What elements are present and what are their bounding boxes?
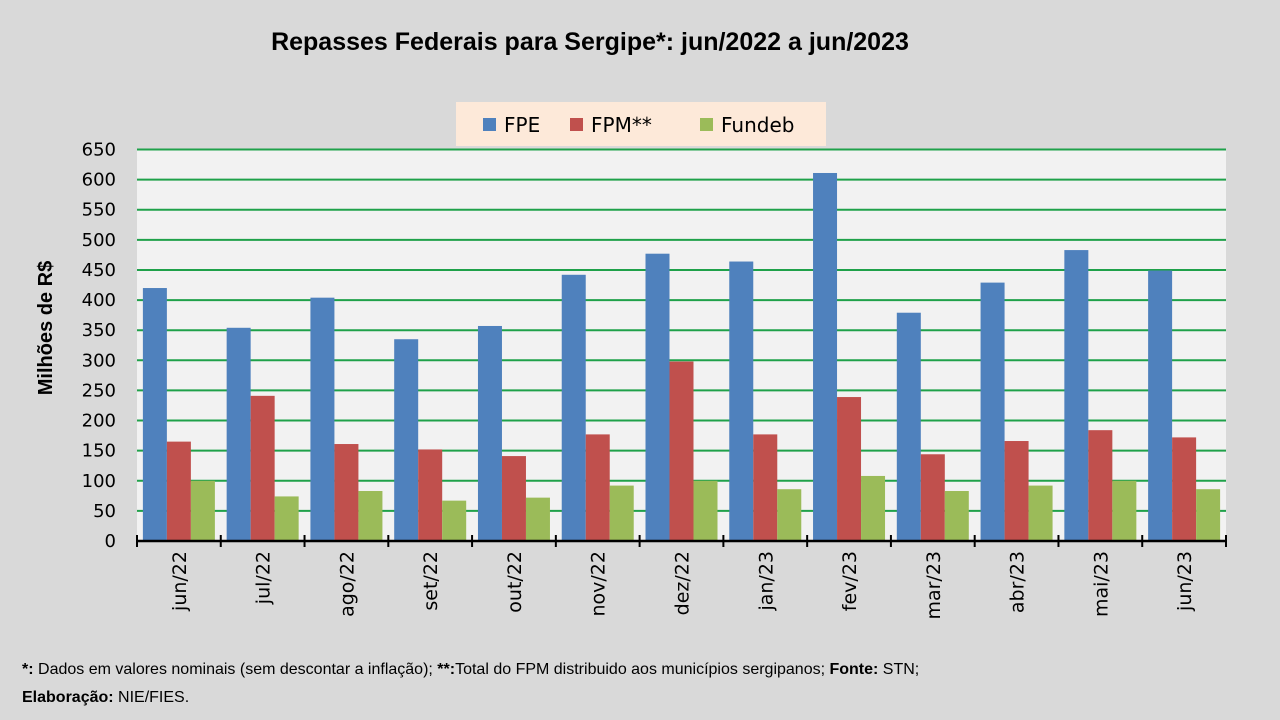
y-tick-label: 500 bbox=[82, 230, 116, 251]
y-tick-label: 550 bbox=[82, 200, 116, 221]
footnote-label: Elaboração: bbox=[22, 689, 114, 706]
bar-fpm-jun-23 bbox=[1172, 437, 1197, 541]
bar-fpe-mai-23 bbox=[1064, 250, 1089, 541]
y-tick-label: 450 bbox=[82, 260, 116, 281]
y-axis-tick-labels: 0 50 100 150 200 250 300 350 400 450 500 550 600 650 bbox=[82, 140, 116, 553]
bar-fpe-ago-22 bbox=[310, 297, 335, 541]
y-tick-label: 150 bbox=[82, 441, 116, 462]
y-tick-label: 100 bbox=[82, 471, 116, 492]
x-tick-label: ago/22 bbox=[336, 551, 358, 617]
bar-fpm-abr-23 bbox=[1004, 441, 1029, 541]
x-tick-label: jun/23 bbox=[1174, 551, 1196, 612]
bars bbox=[142, 172, 1221, 542]
bar-fpm-mai-23 bbox=[1088, 430, 1113, 541]
footnote: *: Dados em valores nominais (sem descon… bbox=[22, 656, 1262, 712]
bar-fpe-out-22 bbox=[477, 325, 502, 541]
bar-fpm-out-22 bbox=[501, 456, 526, 541]
bar-fpe-dez-22 bbox=[645, 253, 670, 542]
x-tick-label: abr/23 bbox=[1007, 551, 1029, 613]
bar-fpm-mar-23 bbox=[920, 454, 945, 541]
footnote-label: Fonte: bbox=[829, 661, 879, 678]
y-tick-label: 250 bbox=[82, 380, 116, 401]
x-tick-label: jun/22 bbox=[169, 551, 191, 612]
bar-fpe-abr-23 bbox=[980, 282, 1005, 541]
bar-fundeb-mai-23 bbox=[1112, 480, 1137, 541]
y-tick-label: 350 bbox=[82, 320, 116, 341]
bar-fundeb-jan-23 bbox=[777, 489, 802, 541]
bar-fpm-dez-22 bbox=[669, 361, 694, 541]
bar-fundeb-ago-22 bbox=[358, 491, 383, 541]
footnote-label: **: bbox=[437, 661, 456, 678]
y-tick-label: 200 bbox=[82, 411, 116, 432]
bar-fundeb-dez-22 bbox=[693, 480, 718, 541]
footnote-text: Total do FPM distribuido aos municípios … bbox=[455, 661, 830, 678]
legend-swatch-fpe bbox=[483, 118, 496, 131]
bar-fpm-jul-22 bbox=[250, 395, 275, 541]
bar-fpe-fev-23 bbox=[813, 172, 838, 542]
legend-box bbox=[456, 102, 826, 146]
x-tick-label: jul/22 bbox=[253, 551, 275, 605]
x-tick-label: out/22 bbox=[504, 551, 526, 613]
bar-chart: 050100150200250300350400450500550600650 … bbox=[35, 102, 1227, 620]
bar-fpe-mar-23 bbox=[896, 312, 921, 541]
bar-fpe-jul-22 bbox=[226, 327, 251, 541]
y-tick-label: 650 bbox=[82, 140, 116, 161]
bar-fundeb-mar-23 bbox=[944, 491, 969, 541]
bar-fpm-nov-22 bbox=[585, 434, 610, 541]
bar-fpe-jun-23 bbox=[1148, 270, 1173, 541]
bar-fundeb-nov-22 bbox=[609, 485, 634, 541]
footnote-label: *: bbox=[22, 661, 34, 678]
y-tick-label: 400 bbox=[82, 290, 116, 311]
bar-fundeb-set-22 bbox=[442, 500, 467, 541]
chart-title: Repasses Federais para Sergipe*: jun/202… bbox=[271, 28, 909, 56]
x-tick-label: mar/23 bbox=[923, 551, 945, 620]
footnote-line-1: *: Dados em valores nominais (sem descon… bbox=[22, 656, 1262, 684]
x-tick-label: mai/23 bbox=[1090, 551, 1112, 617]
y-tick-label: 300 bbox=[82, 350, 116, 371]
bar-fpm-ago-22 bbox=[334, 444, 359, 541]
bar-fundeb-jun-22 bbox=[190, 480, 215, 541]
bar-fundeb-jun-23 bbox=[1196, 489, 1221, 541]
bar-fpm-jun-22 bbox=[166, 441, 191, 541]
legend: FPE FPM** Fundeb bbox=[456, 102, 826, 146]
y-tick-label: 50 bbox=[93, 501, 116, 522]
y-tick-label: 0 bbox=[105, 531, 116, 552]
y-tick-label: 600 bbox=[82, 170, 116, 191]
footnote-text: NIE/FIES. bbox=[113, 689, 190, 706]
x-tick-label: fev/23 bbox=[839, 551, 861, 611]
x-axis-tick-labels: jun/22 jul/22 ago/22 set/22 out/22 nov/22 dez/… bbox=[169, 551, 1196, 620]
bar-fundeb-jul-22 bbox=[274, 496, 299, 541]
bar-fpm-jan-23 bbox=[753, 434, 778, 541]
bar-fpm-fev-23 bbox=[837, 397, 862, 541]
bar-fpe-nov-22 bbox=[561, 274, 586, 541]
x-tick-label: nov/22 bbox=[588, 551, 610, 617]
bar-fpe-jan-23 bbox=[729, 261, 754, 541]
bar-fundeb-abr-23 bbox=[1028, 485, 1053, 541]
x-tick-label: dez/22 bbox=[672, 551, 694, 615]
x-axis bbox=[136, 535, 1227, 547]
legend-label-fpe: FPE bbox=[504, 113, 540, 137]
footnote-text: Dados em valores nominais (sem descontar… bbox=[33, 661, 438, 678]
footnote-line-2: Elaboração: NIE/FIES. bbox=[22, 684, 1262, 712]
bar-fpm-set-22 bbox=[418, 449, 443, 541]
bar-fundeb-fev-23 bbox=[861, 475, 886, 541]
bar-fpe-jun-22 bbox=[142, 288, 167, 541]
legend-label-fundeb: Fundeb bbox=[721, 113, 794, 137]
bar-fundeb-out-22 bbox=[525, 497, 550, 541]
legend-swatch-fpm bbox=[570, 118, 583, 131]
y-axis-label: Milhões de R$ bbox=[35, 261, 57, 395]
legend-label-fpm: FPM** bbox=[591, 113, 652, 137]
legend-swatch-fundeb bbox=[700, 118, 713, 131]
x-tick-label: set/22 bbox=[420, 551, 442, 611]
footnote-text: STN; bbox=[878, 661, 920, 678]
bar-fpe-set-22 bbox=[394, 339, 419, 541]
x-tick-label: jan/23 bbox=[755, 551, 777, 612]
